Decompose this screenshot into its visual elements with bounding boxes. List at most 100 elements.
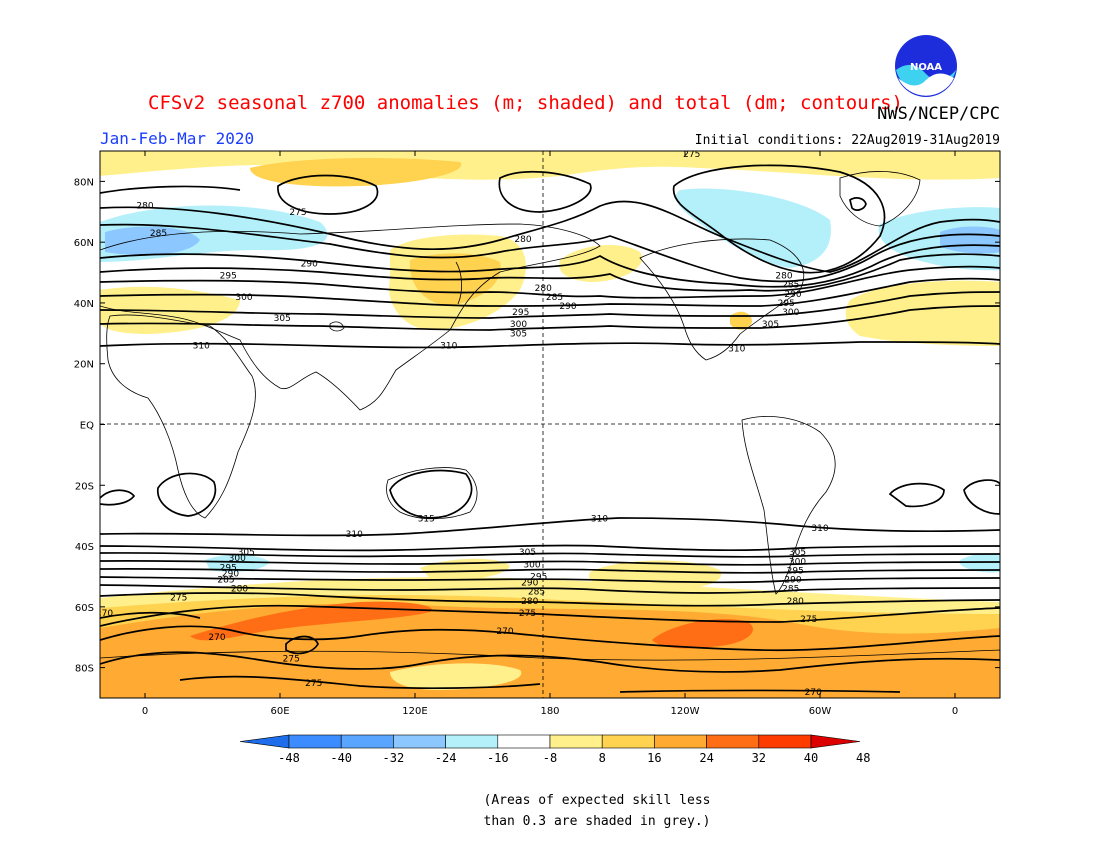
map-panel: 2752752802852902953003053102802802852902… (96, 150, 1000, 698)
colorbar-box (445, 734, 499, 749)
lat-tick-label: 60N (74, 238, 94, 249)
contour-label: 290 (559, 302, 576, 312)
colorbar-box (340, 734, 394, 749)
colorbar-label: 24 (699, 751, 713, 765)
contour-label: 270 (96, 609, 113, 619)
contour-label: 280 (136, 202, 153, 212)
lat-tick-label: 60S (75, 603, 94, 614)
colorbar-label: 16 (647, 751, 661, 765)
contour-label: 305 (238, 548, 255, 558)
contour-label: 290 (521, 579, 538, 589)
contour-label: 300 (782, 308, 799, 318)
contour-label: 310 (591, 515, 608, 525)
lon-tick-label: 0 (952, 706, 958, 717)
skill-note-line1: (Areas of expected skill less (484, 793, 711, 808)
contour-label: 280 (775, 272, 792, 282)
skill-note-line2: than 0.3 are shaded in grey.) (484, 814, 711, 829)
season-label: Jan-Feb-Mar 2020 (100, 129, 254, 148)
lat-tick-label: 40S (75, 542, 94, 553)
contour-label: 305 (519, 548, 536, 558)
lon-tick-label: 60E (270, 706, 289, 717)
colorbar-arrow-left (239, 734, 290, 749)
contour-label: 295 (530, 572, 547, 582)
height-contours (100, 164, 1000, 693)
contour-label: 315 (418, 515, 435, 525)
contour-label: 285 (782, 281, 799, 291)
contour-label: 285 (217, 575, 234, 585)
contour-label: 300 (510, 320, 527, 330)
lat-tick-label: EQ (80, 421, 94, 432)
contour-label: 295 (512, 308, 529, 318)
contour-label: 300 (235, 293, 252, 303)
lat-tick-label: 20S (75, 481, 94, 492)
contour-label: 290 (784, 575, 801, 585)
lon-tick-label: 60W (809, 706, 832, 717)
contour-label: 285 (546, 293, 563, 303)
contour-label: 280 (231, 585, 248, 595)
contour-label: 305 (510, 329, 527, 339)
contour-label: 275 (170, 594, 187, 604)
colorbar-box (758, 734, 812, 749)
contour-label: 270 (496, 627, 513, 637)
contour-label: 295 (787, 566, 804, 576)
contour-label: 310 (346, 530, 363, 540)
contour-label: 310 (193, 341, 210, 351)
contour-label: 290 (222, 569, 239, 579)
contour-label: 270 (805, 688, 822, 698)
latitude-axis: 80N 60N 40N 20N EQ 20S 40S 60S 80S (74, 177, 1000, 675)
colorbar-box (654, 734, 707, 749)
coastlines (100, 171, 1000, 698)
contour-label: 275 (283, 654, 300, 664)
lat-tick-label: 20N (74, 360, 94, 371)
contour-label: 300 (789, 557, 806, 567)
lon-tick-label: 0 (142, 706, 148, 717)
contour-label: 275 (800, 615, 817, 625)
contour-label: 310 (728, 345, 745, 355)
agency-label: NWS/NCEP/CPC (877, 104, 1000, 124)
contour-label: 285 (150, 229, 167, 239)
contour-label: 305 (789, 548, 806, 558)
colorbar-box (601, 734, 655, 749)
contour-label: 275 (305, 679, 322, 689)
lon-tick-label: 180 (540, 706, 559, 717)
contour-label: 305 (762, 320, 779, 330)
colorbar-label: 32 (752, 751, 766, 765)
lat-tick-label: 40N (74, 299, 94, 310)
svg-text:NOAA: NOAA (910, 62, 942, 73)
colorbar-label: 8 (599, 751, 606, 765)
contour-label: 280 (787, 597, 804, 607)
lat-tick-label: 80N (74, 177, 94, 188)
colorbar-label: -32 (383, 751, 405, 765)
longitude-axis: 0 60E 120E 180 120W 60W 0 (142, 151, 958, 717)
colorbar: -48 -40 -32 -24 -16 -8 8 16 24 32 40 48 (239, 734, 870, 765)
colorbar-label: 48 (856, 751, 870, 765)
contour-label: 310 (811, 524, 828, 534)
contour-label: 280 (521, 597, 538, 607)
colorbar-label: -24 (435, 751, 457, 765)
lon-tick-label: 120W (671, 706, 700, 717)
contour-label: 305 (274, 314, 291, 324)
contour-label: 275 (519, 609, 536, 619)
contour-label: 310 (440, 341, 457, 351)
colorbar-box (393, 734, 446, 749)
contour-label: 285 (528, 588, 545, 598)
colorbar-box (706, 734, 760, 749)
colorbar-box (549, 734, 603, 749)
contour-label: 290 (784, 290, 801, 300)
contour-label: 285 (782, 585, 799, 595)
contour-label: 295 (220, 272, 237, 282)
contour-label: 275 (683, 150, 700, 160)
colorbar-label: -16 (487, 751, 509, 765)
lon-tick-label: 120E (402, 706, 427, 717)
colorbar-box (497, 734, 551, 749)
contour-label: 295 (220, 563, 237, 573)
contour-label: 280 (514, 235, 531, 245)
contour-label: 295 (778, 299, 795, 309)
contour-label: 280 (535, 284, 552, 294)
contour-label: 290 (301, 259, 318, 269)
colorbar-arrow-right (810, 734, 861, 749)
contour-label: 300 (523, 560, 540, 570)
contour-labels: 2752752802852902953003053102802802852902… (96, 150, 829, 698)
colorbar-label: 40 (804, 751, 818, 765)
colorbar-label: -40 (330, 751, 352, 765)
